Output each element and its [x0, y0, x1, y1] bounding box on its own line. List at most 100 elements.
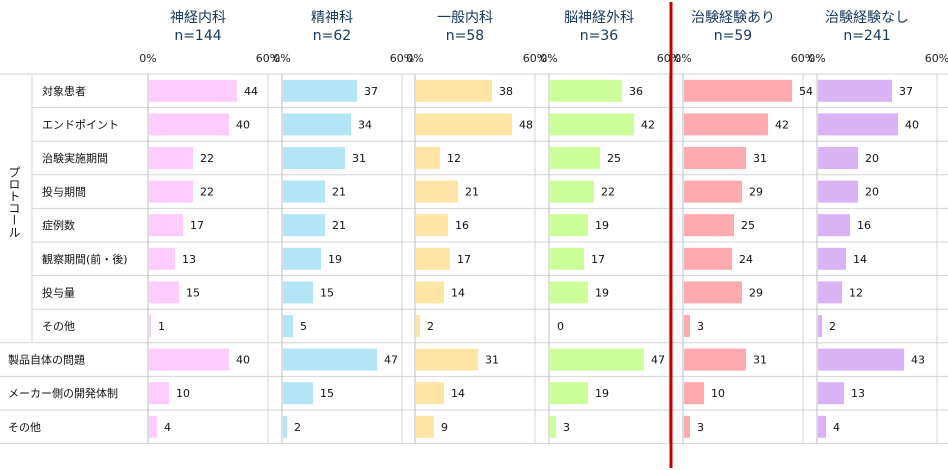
tick-label-max: 60%	[256, 52, 280, 65]
bar	[818, 315, 822, 337]
data-label: 12	[447, 152, 461, 165]
data-label: 40	[236, 118, 250, 131]
data-label: 3	[563, 421, 570, 434]
data-label: 34	[358, 118, 372, 131]
row-label: 対象患者	[42, 84, 86, 98]
bar	[416, 348, 478, 371]
data-label: 21	[465, 186, 479, 199]
bar	[550, 79, 622, 102]
bar	[416, 382, 444, 405]
data-label: 22	[200, 152, 214, 165]
data-label: 20	[865, 186, 879, 199]
bar	[416, 247, 450, 270]
bar	[550, 147, 600, 169]
data-label: 47	[384, 354, 398, 367]
data-label: 24	[739, 253, 753, 266]
data-label: 4	[164, 421, 171, 434]
bar	[149, 348, 229, 371]
data-label: 42	[775, 118, 789, 131]
bar	[149, 79, 237, 102]
data-label: 25	[607, 152, 621, 165]
data-label: 48	[519, 118, 533, 131]
data-label: 13	[182, 253, 196, 266]
bar	[684, 281, 742, 304]
bar	[283, 147, 345, 169]
bar	[283, 348, 377, 371]
bar	[283, 79, 357, 102]
data-label: 47	[651, 354, 665, 367]
bar	[416, 415, 434, 438]
data-label: 44	[244, 85, 258, 98]
row-label: メーカー側の開発体制	[8, 386, 118, 400]
row-label: その他	[42, 320, 75, 333]
bar	[550, 281, 588, 304]
data-label: 13	[851, 387, 865, 400]
data-label: 29	[749, 286, 763, 299]
data-label: 15	[186, 286, 200, 299]
row-label: 症例数	[42, 218, 75, 232]
bar	[818, 281, 842, 304]
bar	[283, 382, 313, 405]
data-label: 4	[833, 421, 840, 434]
bar	[550, 415, 556, 438]
tick-label-min: 0%	[540, 52, 557, 65]
tick-label-max: 60%	[925, 52, 948, 65]
bar	[416, 180, 458, 203]
bar	[149, 415, 157, 438]
bar	[416, 214, 448, 237]
bar	[283, 180, 325, 203]
data-label: 3	[697, 320, 704, 333]
data-label: 37	[364, 85, 378, 98]
bar	[818, 348, 904, 371]
data-label: 54	[799, 85, 813, 98]
bar	[149, 315, 151, 337]
data-label: 21	[332, 219, 346, 232]
data-label: 20	[865, 152, 879, 165]
data-label: 40	[236, 354, 250, 367]
bar	[818, 247, 846, 270]
bar	[283, 415, 287, 438]
row-label: 観察期間(前・後)	[42, 252, 128, 266]
data-label: 10	[176, 387, 190, 400]
data-label: 9	[441, 421, 448, 434]
bar	[283, 281, 313, 304]
panel-title: 治験経験なし	[825, 10, 909, 26]
group-label-protocol: プロトコール	[7, 166, 21, 238]
data-label: 17	[457, 253, 471, 266]
data-label: 0	[557, 320, 564, 333]
data-label: 14	[451, 286, 465, 299]
row-label: 治験実施期間	[42, 151, 108, 165]
bar	[818, 180, 858, 203]
bar	[684, 214, 734, 237]
data-label: 2	[294, 421, 301, 434]
bar	[818, 415, 826, 438]
bar	[550, 382, 588, 405]
bar	[416, 281, 444, 304]
data-label: 2	[427, 320, 434, 333]
bar	[149, 214, 183, 237]
bar	[550, 348, 644, 371]
data-label: 15	[320, 387, 334, 400]
data-label: 5	[300, 320, 307, 333]
data-label: 12	[849, 286, 863, 299]
data-label: 37	[899, 85, 913, 98]
tick-label-min: 0%	[139, 52, 156, 65]
bar	[550, 180, 594, 203]
tick-label-min: 0%	[273, 52, 290, 65]
data-label: 21	[332, 186, 346, 199]
bar	[684, 147, 746, 169]
tick-label-min: 0%	[406, 52, 423, 65]
tick-label-max: 60%	[791, 52, 815, 65]
panel-n-count: n=144	[174, 28, 221, 44]
row-label: その他	[8, 421, 41, 434]
data-label: 1	[158, 320, 165, 333]
bar	[818, 147, 858, 169]
bar	[149, 382, 169, 405]
panel-title: 精神科	[311, 10, 353, 26]
tick-label-min: 0%	[674, 52, 691, 65]
bar	[684, 180, 742, 203]
data-label: 3	[697, 421, 704, 434]
row-label: 製品自体の問題	[8, 353, 85, 367]
panel-n-count: n=62	[313, 28, 351, 44]
